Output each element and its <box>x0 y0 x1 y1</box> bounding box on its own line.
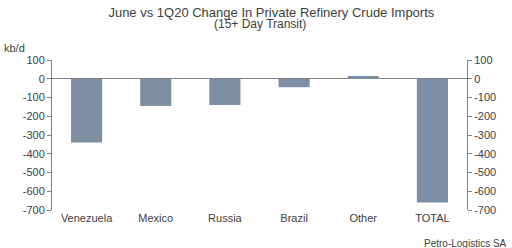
svg-text:-400: -400 <box>474 148 496 160</box>
svg-text:100: 100 <box>474 54 492 66</box>
svg-text:kb/d: kb/d <box>4 42 25 54</box>
svg-text:-100: -100 <box>23 91 45 103</box>
svg-text:-300: -300 <box>474 129 496 141</box>
svg-text:Russia: Russia <box>208 212 243 224</box>
svg-text:0: 0 <box>39 73 45 85</box>
svg-text:-500: -500 <box>474 166 496 178</box>
svg-text:0: 0 <box>474 73 480 85</box>
svg-text:Petro-Logistics SA: Petro-Logistics SA <box>424 238 507 248</box>
svg-text:Venezuela: Venezuela <box>61 212 113 224</box>
svg-text:100: 100 <box>26 54 44 66</box>
svg-text:June vs 1Q20 Change In Private: June vs 1Q20 Change In Private Refinery … <box>108 5 434 20</box>
svg-text:-200: -200 <box>23 110 45 122</box>
svg-text:-200: -200 <box>474 110 496 122</box>
svg-text:-400: -400 <box>23 148 45 160</box>
svg-text:-700: -700 <box>23 204 45 216</box>
svg-text:(15+ Day Transit): (15+ Day Transit) <box>214 17 306 31</box>
svg-text:-500: -500 <box>23 166 45 178</box>
svg-text:Brazil: Brazil <box>280 212 308 224</box>
svg-text:-300: -300 <box>23 129 45 141</box>
svg-text:TOTAL: TOTAL <box>415 212 449 224</box>
svg-text:Mexico: Mexico <box>138 212 173 224</box>
svg-text:-100: -100 <box>474 91 496 103</box>
svg-text:-600: -600 <box>474 185 496 197</box>
svg-text:-600: -600 <box>23 185 45 197</box>
svg-text:-700: -700 <box>474 204 496 216</box>
svg-text:Other: Other <box>349 212 377 224</box>
